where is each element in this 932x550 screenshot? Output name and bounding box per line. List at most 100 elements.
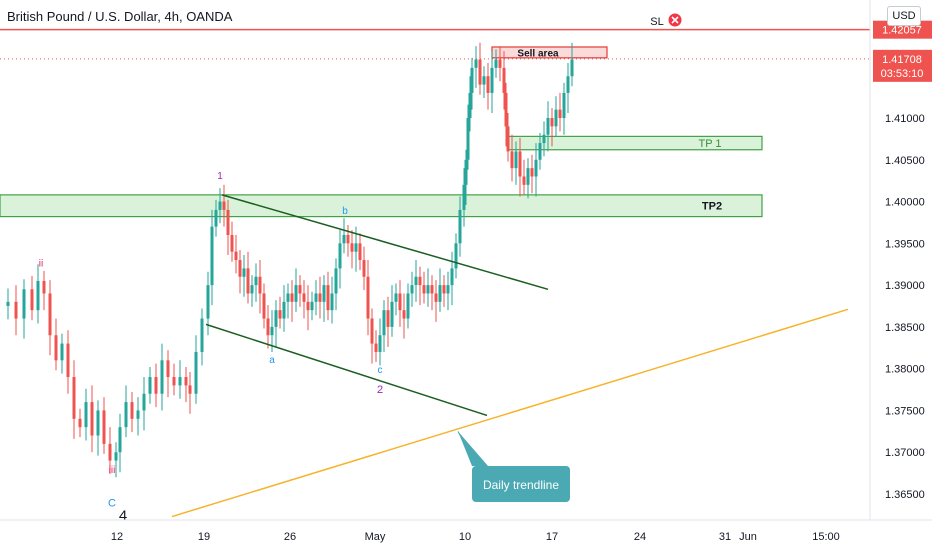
callout-text: Daily trendline [483, 478, 559, 492]
candle-body [562, 92, 566, 118]
candle-body [250, 285, 254, 294]
candle-body [230, 234, 234, 252]
zone-tp2[interactable] [0, 194, 763, 218]
candle-body [238, 260, 242, 277]
candle-body [434, 293, 438, 302]
candle-body [266, 318, 270, 336]
candle-body [438, 285, 442, 302]
candle-body [422, 285, 426, 294]
candle-body [270, 326, 274, 336]
time-tick-label: 10 [459, 531, 471, 543]
time-tick-label: 12 [111, 531, 123, 543]
candle-body [366, 276, 370, 319]
candle-body [178, 377, 182, 386]
time-tick-label: 24 [634, 531, 646, 543]
candle-body [210, 226, 214, 286]
candle-body [466, 118, 470, 160]
candle-body [154, 377, 158, 394]
candle-body [218, 201, 222, 210]
candle-body [130, 402, 134, 419]
price-tick-label: 1.40500 [885, 155, 925, 167]
candle-body [254, 276, 258, 286]
candle-body [96, 410, 100, 436]
candle-body [6, 301, 10, 306]
time-tick-label: 31 [719, 531, 731, 543]
candle-body [542, 134, 546, 144]
candle-body [14, 301, 18, 319]
callout-tail [458, 431, 488, 466]
candle-body [478, 59, 482, 85]
candle-body [558, 109, 562, 118]
candle-body [246, 268, 250, 294]
stop-loss-price-label: 1.42057 [882, 25, 922, 37]
candle-body [102, 410, 106, 444]
candle-body [90, 402, 94, 436]
candle-body [294, 285, 298, 302]
price-axis: 1.36500 1.37000 1.37500 1.38000 1.38500 1.390… [869, 0, 925, 520]
candle-body [554, 109, 558, 127]
candle-body [188, 385, 192, 394]
candle-body [522, 176, 526, 185]
candle-body [322, 285, 326, 302]
wave-label: ii [39, 259, 43, 270]
candle-body [538, 143, 542, 160]
zone-label: TP2 [702, 201, 722, 213]
candle-body [326, 285, 330, 311]
candle-body [242, 268, 246, 277]
candle-body [274, 310, 278, 327]
candle-body [546, 118, 550, 135]
candle-body [334, 268, 338, 294]
candle-body [534, 159, 538, 177]
candle-body [124, 402, 128, 428]
price-tick-label: 1.39000 [885, 280, 925, 292]
candle-body [114, 452, 118, 461]
price-tick-label: 1.40000 [885, 197, 925, 209]
candle-body [486, 76, 490, 93]
candle-body [48, 293, 52, 336]
candle-body [378, 335, 382, 352]
zone-tp-1[interactable] [507, 135, 763, 151]
candle-body [136, 410, 140, 419]
wave-label: iii [109, 465, 116, 476]
price-tick-label: 1.41000 [885, 113, 925, 125]
candle-body [446, 285, 450, 294]
candle-body [42, 280, 46, 294]
zone-label: Sell area [517, 48, 559, 59]
candles-layer [6, 42, 574, 478]
current-price-badge [873, 49, 932, 82]
candle-body [498, 59, 502, 68]
currency-button[interactable]: USD [887, 6, 921, 26]
candle-body [234, 251, 238, 261]
candle-body [464, 159, 468, 185]
candle-body [386, 310, 390, 327]
candle-body [394, 293, 398, 302]
candle-body [494, 59, 498, 68]
candle-body [510, 151, 514, 169]
candle-body [54, 335, 58, 361]
candle-body [358, 243, 362, 261]
channel-upper-line [221, 194, 549, 291]
candle-body [374, 343, 378, 352]
candle-body [482, 76, 486, 85]
candle-body [502, 67, 506, 93]
zones-layer: Sell area TP 1 TP2 [0, 46, 763, 218]
chart-title: British Pound / U.S. Dollar, 4h, OANDA [7, 9, 233, 24]
candle-body [526, 168, 530, 185]
time-tick-label: May [365, 531, 386, 543]
candle-body [410, 285, 414, 294]
candle-body [282, 301, 286, 319]
price-tick-label: 1.36500 [885, 489, 925, 501]
candle-body [222, 201, 226, 210]
candle-body [382, 310, 386, 336]
candle-body [226, 209, 230, 235]
candle-body [118, 427, 122, 453]
candle-body [318, 293, 322, 302]
candle-body [350, 243, 354, 252]
wave-label: b [342, 206, 348, 217]
candle-body [414, 276, 418, 286]
candle-body [78, 418, 82, 428]
